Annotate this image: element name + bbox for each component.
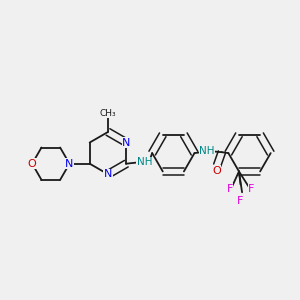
Text: NH: NH [199, 146, 215, 156]
Text: NH: NH [136, 157, 152, 167]
Text: O: O [28, 159, 37, 169]
Text: CH₃: CH₃ [100, 109, 116, 118]
Text: F: F [237, 196, 244, 206]
Text: N: N [104, 169, 112, 179]
Text: O: O [212, 166, 221, 176]
Text: N: N [65, 159, 74, 169]
Text: N: N [122, 137, 130, 148]
Text: F: F [248, 184, 255, 194]
Text: F: F [226, 184, 233, 194]
